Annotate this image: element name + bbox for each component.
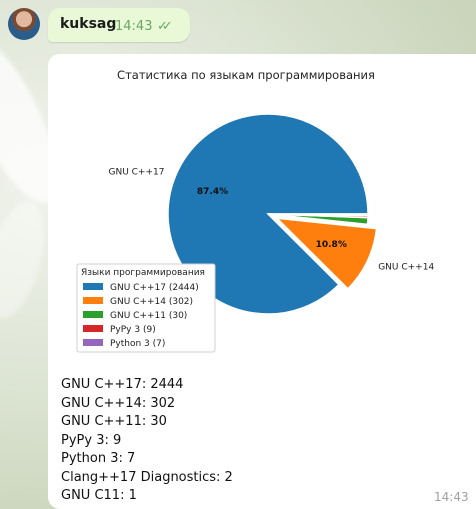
message-text: GNU C++17: 2444 GNU C++14: 302 GNU C++11… <box>61 376 233 506</box>
legend-entry: GNU C++11 (30) <box>110 311 187 321</box>
header-time: 14:43 <box>115 19 153 34</box>
legend-swatch <box>83 339 103 346</box>
background-petal <box>0 195 55 325</box>
message-bubble: Статистика по языкам программирования 87… <box>48 54 476 509</box>
pie-category-label: GNU C++17 <box>108 167 164 177</box>
pie-category-label: GNU C++14 <box>378 262 434 272</box>
message-line: GNU C11: 1 <box>61 488 137 503</box>
legend-title: Языки программирования <box>81 268 205 278</box>
legend-swatch <box>83 311 103 318</box>
legend-swatch <box>83 325 103 332</box>
legend-swatch <box>83 283 103 290</box>
message-line: PyPy 3: 9 <box>61 432 122 448</box>
username-bubble: kuksag 14:43 ✓✓ <box>48 8 190 42</box>
message-line: Python 3: 7 <box>61 451 136 466</box>
message-line: GNU C++17: 2444 <box>61 377 184 392</box>
chart-title: Статистика по языкам программирования <box>117 68 375 82</box>
message-line: GNU C++14: 302 <box>61 395 176 411</box>
pie-slice[interactable] <box>267 213 369 217</box>
pie-chart[interactable]: Статистика по языкам программирования 87… <box>58 54 458 364</box>
username[interactable]: kuksag <box>60 16 117 32</box>
avatar[interactable] <box>8 8 40 40</box>
message-time: 14:43 <box>434 490 469 504</box>
message-line: GNU C++11: 30 <box>61 414 167 429</box>
pie-slice[interactable] <box>275 217 378 290</box>
legend: Языки программирования GNU C++17 (2444) G… <box>76 263 216 353</box>
message-line: Clang++17 Diagnostics: 2 <box>61 469 233 485</box>
pie-percent-label: 87.4% <box>197 187 228 197</box>
legend-entry: GNU C++17 (2444) <box>110 283 199 293</box>
double-check-icon: ✓✓ <box>157 19 173 34</box>
legend-entry: GNU C++14 (302) <box>110 297 193 307</box>
pie-percent-label: 10.8% <box>316 240 347 250</box>
legend-entry: PyPy 3 (9) <box>110 325 156 335</box>
legend-swatch <box>83 297 103 304</box>
legend-entry: Python 3 (7) <box>110 339 165 349</box>
